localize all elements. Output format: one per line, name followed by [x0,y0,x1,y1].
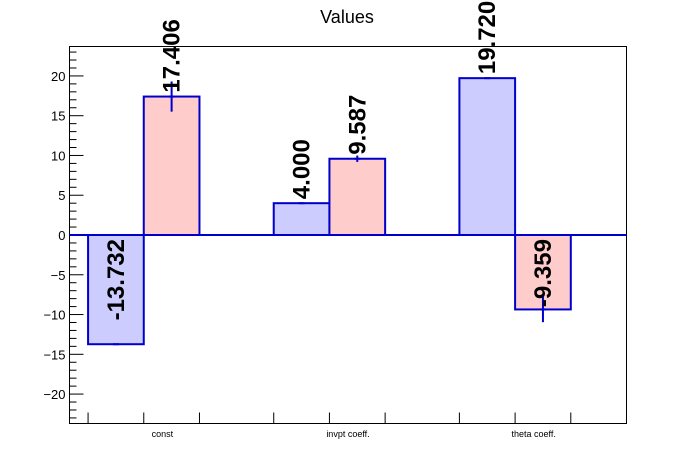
y-tick-label: −5 [51,268,66,283]
value-label: 4.000 [289,139,316,199]
y-tick-label: 10 [51,148,65,163]
bar [272,202,331,236]
bar [142,95,201,236]
value-labels-layer: -13.732 4.000 19.720 17.406 9.587 -9.359 [103,1,557,321]
value-label: -13.732 [103,239,130,320]
y-tick-label: 20 [51,69,65,84]
bar [328,157,387,236]
bar [87,234,145,346]
y-tick-label: 0 [58,228,65,243]
y-tick-label: 5 [58,188,65,203]
y-tick-label: −15 [43,347,65,362]
value-label: 9.587 [344,95,371,155]
chart-title: Values [320,7,374,27]
category-label: theta coeff. [511,429,555,439]
category-label: invpt coeff. [326,429,369,439]
value-label: 17.406 [159,19,186,92]
x-axis: const invpt coeff. theta coeff. [87,412,572,439]
bars-layer [87,77,572,346]
value-label: 19.720 [474,1,501,74]
y-tick-label: −10 [43,308,65,323]
y-tick-label: 15 [51,109,65,124]
y-tick-label: −20 [43,387,65,402]
value-label: -9.359 [530,239,557,307]
category-label: const [152,429,174,439]
bar [458,77,517,236]
